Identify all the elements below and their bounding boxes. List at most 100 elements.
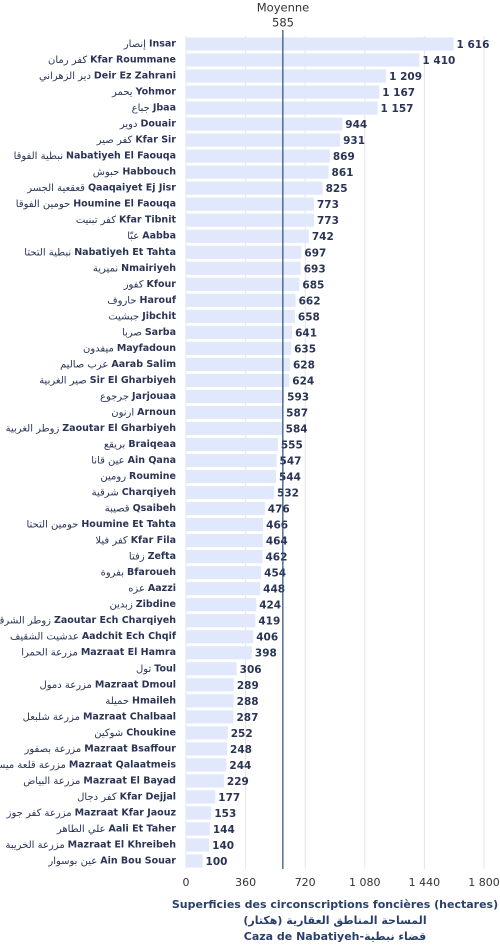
category-label-ar: زبدين	[110, 600, 133, 611]
bar	[186, 69, 387, 83]
category-label-ar: بريقع	[104, 439, 125, 450]
value-label: 944	[345, 119, 367, 131]
bar	[186, 277, 300, 291]
category-label: Mazraat Dmoul	[95, 679, 176, 690]
category-label-ar: جباع	[132, 103, 150, 114]
category-label-ar: عزه	[128, 584, 145, 595]
x-tick-label: 1 440	[409, 876, 441, 889]
category-label-ar: مزرعة دمول	[39, 680, 91, 691]
value-label: 100	[206, 856, 228, 868]
value-label: 587	[286, 407, 308, 419]
category-label-ar: يحمر	[111, 87, 133, 98]
category-label: Aazzi	[148, 583, 176, 594]
category-label-ar: ارنون	[111, 407, 134, 418]
category-label-ar: مزرعة البياض	[23, 776, 80, 787]
bar	[186, 726, 228, 740]
bar	[186, 838, 210, 852]
value-label: 140	[212, 840, 234, 852]
category-label: Sir El Gharbiyeh	[90, 375, 176, 386]
category-label: Habbouch	[122, 167, 176, 178]
value-label: 398	[255, 648, 277, 660]
bar	[186, 197, 314, 211]
value-label: 658	[298, 311, 320, 323]
category-label-ar: مزرعة كفر جوز	[6, 808, 72, 819]
value-label: 584	[286, 423, 308, 435]
value-label: 773	[317, 199, 339, 211]
bar	[186, 165, 329, 179]
bar	[186, 790, 216, 804]
category-label-ar: جبشيت	[108, 311, 139, 322]
bar	[186, 37, 454, 51]
value-label: 306	[240, 664, 262, 676]
bar	[186, 245, 302, 259]
bar	[186, 550, 263, 564]
category-label-ar: قصيبة	[105, 504, 130, 515]
category-label: Choukine	[126, 727, 176, 738]
value-label: 773	[317, 215, 339, 227]
bar	[186, 710, 234, 724]
category-label: Mazraat Kfar Jaouz	[75, 807, 177, 818]
x-tick-label: 1 800	[468, 876, 500, 889]
category-label: Mazraat El Hamra	[81, 647, 176, 658]
category-label-ar: صربا	[122, 327, 142, 338]
category-label: Aali Et Taher	[109, 823, 177, 834]
category-label-ar: بفروة	[101, 568, 124, 579]
value-label: 532	[277, 488, 299, 500]
value-label: 593	[287, 391, 309, 403]
bar	[186, 518, 264, 532]
category-label-ar: زوطر الشرقية	[0, 616, 51, 627]
bar	[186, 357, 290, 371]
category-label-ar: مزرعة بصفور	[24, 744, 82, 755]
category-label-ar: جرجوع	[100, 391, 129, 402]
bar	[186, 325, 293, 339]
bar	[186, 485, 275, 500]
category-label-ar: كفر دجال	[77, 792, 117, 803]
bar	[186, 309, 295, 323]
bar	[186, 405, 284, 420]
category-label-ar: رومين	[100, 472, 126, 483]
category-label: Nabatiyeh Et Tahta	[74, 247, 176, 258]
value-label: 547	[280, 456, 302, 468]
category-label-ar: عين بوسوار	[47, 856, 97, 867]
category-label-ar: كفور	[123, 279, 144, 290]
value-label: 861	[332, 167, 354, 179]
value-label: 244	[229, 760, 251, 772]
bar	[186, 261, 301, 275]
category-label: Ain Bou Souar	[100, 855, 176, 866]
category-label-ar: شوكين	[94, 728, 123, 739]
category-label-ar: تول	[136, 664, 151, 675]
bar	[186, 854, 203, 868]
category-label: Zefta	[148, 551, 176, 562]
bar	[186, 149, 330, 163]
value-label: 1 410	[422, 55, 455, 67]
category-label-ar: مزرعة الخريبة	[6, 840, 65, 851]
value-label: 466	[266, 520, 288, 532]
value-label: 454	[264, 568, 286, 580]
x-tick-label: 1 080	[349, 876, 381, 889]
category-label: Insar	[149, 39, 176, 50]
category-label: Sarba	[145, 327, 176, 338]
value-label: 153	[214, 808, 236, 820]
category-label-ar: حومين التحتا	[26, 520, 78, 531]
bar	[186, 181, 323, 195]
category-label-ar: نبطية التحتا	[24, 247, 71, 258]
value-label: 697	[304, 247, 326, 259]
category-label: Aadchit Ech Chqif	[82, 631, 177, 642]
value-label: 448	[263, 584, 285, 596]
category-label: Yohmor	[135, 87, 177, 98]
value-label: 1 167	[382, 87, 415, 99]
value-label: 476	[268, 504, 290, 516]
bar	[186, 501, 265, 516]
category-label-ar: دير الزهراني	[39, 71, 91, 82]
category-label-ar: حبوش	[93, 167, 120, 178]
category-label: Mazraat El Khreibeh	[68, 839, 177, 850]
category-label: Kfar Roummane	[90, 55, 176, 66]
value-label: 624	[292, 375, 314, 387]
bar	[186, 742, 228, 756]
category-label-ar: مزرعة الحمرا	[21, 648, 78, 659]
category-label-ar: قعقعية الجسر	[26, 183, 85, 194]
category-label: Houmine Et Tahta	[81, 519, 176, 530]
value-label: 289	[237, 680, 259, 692]
value-label: 177	[218, 792, 240, 804]
x-axis-title: المساحة المناطق العقارية (هكتار)	[243, 914, 426, 927]
